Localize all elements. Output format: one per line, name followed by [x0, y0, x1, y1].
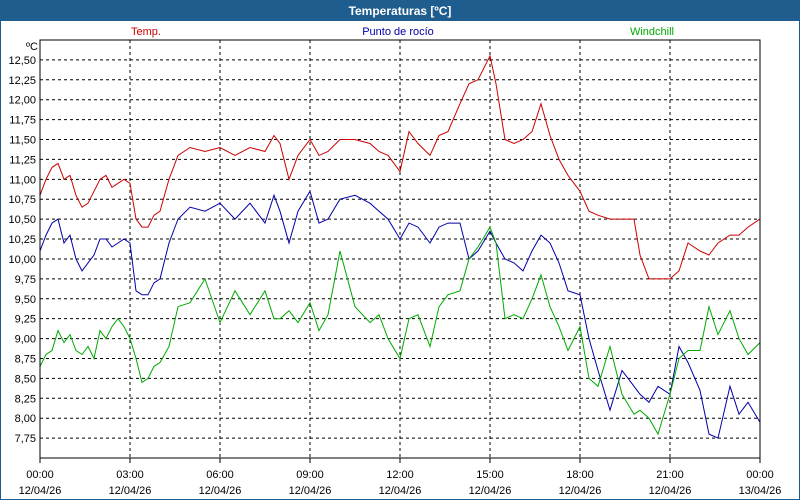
y-tick-label: 11,25: [9, 154, 36, 166]
y-tick-label: 10,25: [8, 234, 36, 246]
legend-windchill: Windchill: [630, 26, 674, 38]
x-tick-date: 13/04/26: [739, 485, 782, 497]
x-tick-time: 15:00: [476, 469, 504, 481]
y-tick-label: 8,75: [15, 353, 36, 365]
y-tick-label: 8,00: [15, 413, 36, 425]
y-tick-label: 12,00: [8, 95, 36, 107]
y-unit-label: ºC: [26, 41, 38, 53]
x-tick-date: 12/04/26: [109, 485, 152, 497]
x-axis-ticks: 00:00 12/04/26 03:00 12/04/26 06:00 12/04/26 0…: [19, 458, 782, 497]
x-tick-date: 12/04/26: [469, 485, 512, 497]
x-tick-time: 03:00: [116, 469, 144, 481]
legend-temp: Temp.: [131, 26, 161, 38]
grid: [40, 40, 760, 458]
x-tick-date: 12/04/26: [199, 485, 242, 497]
legend-dewpoint: Punto de rocío: [362, 26, 434, 38]
y-tick-label: 9,75: [15, 274, 36, 286]
series-windchill-line: [39, 225, 761, 436]
chart-title: Temperaturas [ºC]: [1, 1, 799, 21]
y-tick-label: 12,50: [8, 55, 36, 67]
x-tick-time: 18:00: [566, 469, 594, 481]
plot-border: [39, 39, 761, 459]
x-tick-date: 12/04/26: [19, 485, 62, 497]
x-tick-time: 12:00: [386, 469, 414, 481]
series-lines: [39, 54, 761, 439]
x-tick-time: 00:00: [746, 469, 774, 481]
y-tick-label: 10,00: [8, 254, 36, 266]
x-tick-date: 12/04/26: [379, 485, 422, 497]
x-tick-date: 12/04/26: [649, 485, 692, 497]
y-axis-ticks: 7,75 8,00 8,25 8,50 8,75 9,00 9,25 9,50 9,75 10,0…: [8, 55, 36, 445]
y-tick-label: 9,50: [15, 294, 36, 306]
y-tick-label: 9,25: [15, 314, 36, 326]
y-tick-label: 8,50: [15, 373, 36, 385]
y-tick-label: 11,75: [9, 115, 36, 127]
series-dewpoint-line: [39, 190, 761, 439]
x-tick-time: 21:00: [656, 469, 684, 481]
x-tick-time: 06:00: [206, 469, 234, 481]
y-tick-label: 10,50: [8, 214, 36, 226]
x-tick-date: 12/04/26: [289, 485, 332, 497]
y-tick-label: 7,75: [15, 433, 36, 445]
x-tick-date: 12/04/26: [559, 485, 602, 497]
x-tick-time: 00:00: [26, 469, 54, 481]
y-tick-label: 9,00: [15, 334, 36, 346]
y-tick-label: 8,25: [15, 393, 36, 405]
x-tick-time: 09:00: [296, 469, 324, 481]
y-tick-label: 10,75: [8, 194, 36, 206]
y-tick-label: 12,25: [8, 75, 36, 87]
y-tick-label: 11,50: [9, 135, 36, 147]
series-temp-line: [39, 54, 761, 280]
y-tick-label: 11,00: [9, 174, 36, 186]
